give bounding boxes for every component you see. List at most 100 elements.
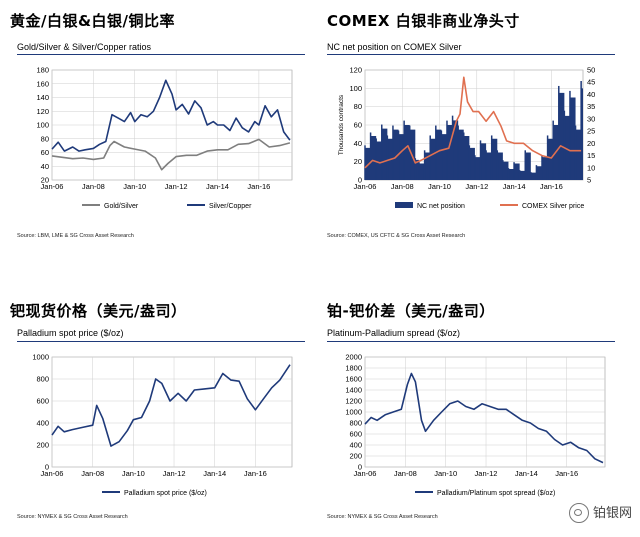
x-tick-label: Jan-14 — [203, 469, 226, 478]
x-tick-label: Jan-10 — [122, 469, 145, 478]
y-tick-label: 200 — [36, 441, 49, 450]
panel1-title: 黄金/白银&白银/铜比率 — [10, 12, 176, 30]
y2-tick-label: 5 — [587, 176, 591, 185]
x-tick-label: Jan-10 — [428, 182, 451, 191]
watermark: 铂银网 — [568, 502, 632, 523]
x-tick-label: Jan-08 — [391, 182, 414, 191]
y-tick-label: 120 — [36, 107, 49, 116]
y-tick-label: 1400 — [345, 386, 362, 395]
panel2-title: COMEX 白银非商业净头寸 — [327, 12, 520, 30]
y-tick-label: 120 — [349, 66, 362, 75]
legend-label: Silver/Copper — [209, 203, 252, 210]
x-tick-label: Jan-16 — [540, 182, 563, 191]
y-tick-label: 800 — [36, 375, 49, 384]
palladium-price-chart: 0 200 400 600 800 1000 Jan-06 Jan-08 Jan-10 Jan-1… — [32, 353, 293, 497]
y-tick-label: 60 — [354, 121, 362, 130]
x-tick-label: Jan-16 — [247, 182, 270, 191]
y2-tick-label: 40 — [587, 90, 595, 99]
y-tick-label: 160 — [36, 79, 49, 88]
y2-tick-label: 35 — [587, 102, 595, 111]
legend-label: Gold/Silver — [104, 203, 139, 210]
panel1-subtitle: Gold/Silver & Silver/Copper ratios — [17, 42, 152, 52]
y2-tick-label: 10 — [587, 163, 595, 172]
panel4-source: Source: NYMEX & SG Cross Asset Research — [327, 514, 438, 520]
y-tick-label: 1000 — [345, 408, 362, 417]
x-tick-label: Jan-14 — [515, 469, 538, 478]
watermark-text: 铂银网 — [592, 505, 632, 521]
x-tick-label: Jan-12 — [165, 182, 188, 191]
y-tick-label: 0 — [358, 463, 362, 472]
x-tick-label: Jan-12 — [163, 469, 186, 478]
y2-tick-label: 15 — [587, 151, 595, 160]
y2-tick-label: 20 — [587, 139, 595, 148]
y-tick-label: 140 — [36, 93, 49, 102]
plot-area — [51, 356, 293, 468]
y-tick-label: 0 — [358, 176, 362, 185]
panel4-rule — [327, 341, 615, 342]
platinum-palladium-spread-chart: 0 200 400 600 800 1000 1200 1400 1600 1800 2000 Jan… — [345, 353, 606, 497]
y-tick-label: 60 — [41, 148, 49, 157]
x-tick-label: Jan-08 — [81, 469, 104, 478]
series-line-0 — [364, 372, 604, 464]
y-tick-label: 100 — [36, 121, 49, 130]
gold-silver-ratio-chart: 20 40 60 80 100 120 140 160 180 Jan-06 Jan-08 Jan-1… — [36, 66, 293, 210]
legend-label: NC net position — [417, 203, 465, 210]
series-area-nc-position — [365, 88, 583, 180]
y-tick-label: 200 — [349, 452, 362, 461]
y2-tick-label: 50 — [587, 66, 595, 75]
y-tick-label: 2000 — [345, 353, 362, 362]
y-tick-label: 80 — [41, 134, 49, 143]
y-tick-label: 20 — [41, 176, 49, 185]
panel2-subtitle: NC net position on COMEX Silver — [327, 42, 462, 52]
x-tick-label: Jan-06 — [354, 469, 377, 478]
panel3-source: Source: NYMEX & SG Cross Asset Research — [17, 514, 128, 520]
x-tick-label: Jan-10 — [434, 469, 457, 478]
y-tick-label: 400 — [36, 419, 49, 428]
x-tick-label: Jan-14 — [503, 182, 526, 191]
comex-silver-position-chart: 0 20 40 60 80 100 120 Jan-06 Jan-08 Jan-10 Jan-12 J… — [338, 66, 595, 211]
y-tick-label: 1000 — [32, 353, 49, 362]
x-tick-label: Jan-06 — [41, 469, 64, 478]
x-tick-label: Jan-14 — [206, 182, 229, 191]
panel3-rule — [17, 341, 305, 342]
y-tick-label: 40 — [354, 139, 362, 148]
y-tick-label: 800 — [349, 419, 362, 428]
x-tick-label: Jan-12 — [475, 469, 498, 478]
y-tick-label: 20 — [354, 157, 362, 166]
x-tick-label: Jan-08 — [394, 469, 417, 478]
panel3-subtitle: Palladium spot price ($/oz) — [17, 328, 124, 338]
y-tick-label: 1600 — [345, 375, 362, 384]
y-tick-label: 1800 — [345, 364, 362, 373]
legend-label: COMEX Silver price — [522, 203, 584, 210]
y-tick-label: 40 — [41, 162, 49, 171]
legend-label: Palladium/Platinum spot spread ($/oz) — [437, 490, 555, 497]
x-tick-label: Jan-16 — [555, 469, 578, 478]
series-line-1 — [51, 79, 291, 152]
y2-tick-label: 25 — [587, 127, 595, 136]
panel1-rule — [17, 54, 305, 55]
x-tick-label: Jan-16 — [244, 469, 267, 478]
y2-tick-label: 30 — [587, 114, 595, 123]
y-tick-label: 400 — [349, 441, 362, 450]
series-line-1 — [364, 76, 582, 169]
x-tick-label: Jan-10 — [123, 182, 146, 191]
legend-label: Palladium spot price ($/oz) — [124, 490, 207, 497]
y-tick-label: 0 — [45, 463, 49, 472]
wechat-icon — [568, 503, 589, 523]
x-tick-label: Jan-06 — [41, 182, 64, 191]
y2-tick-label: 45 — [587, 78, 595, 87]
y-axis-label: Thousands contracts — [338, 94, 345, 155]
x-tick-label: Jan-12 — [465, 182, 488, 191]
panel2-rule — [327, 54, 615, 55]
x-tick-label: Jan-06 — [354, 182, 377, 191]
y-tick-label: 80 — [354, 102, 362, 111]
legend-swatch — [395, 202, 413, 208]
panel1-source: Source: LBM, LME & SG Cross Asset Resear… — [17, 233, 134, 239]
panel4-title: 铂-钯价差（美元/盎司） — [327, 302, 495, 320]
series-line-0 — [51, 364, 291, 447]
y-tick-label: 100 — [349, 84, 362, 93]
panel4-subtitle: Platinum-Palladium spread ($/oz) — [327, 328, 461, 338]
panel2-source: Source: COMEX, US CFTC & SG Cross Asset … — [327, 233, 466, 239]
panel3-title: 钯现货价格（美元/盎司） — [10, 302, 187, 320]
x-tick-label: Jan-08 — [82, 182, 105, 191]
